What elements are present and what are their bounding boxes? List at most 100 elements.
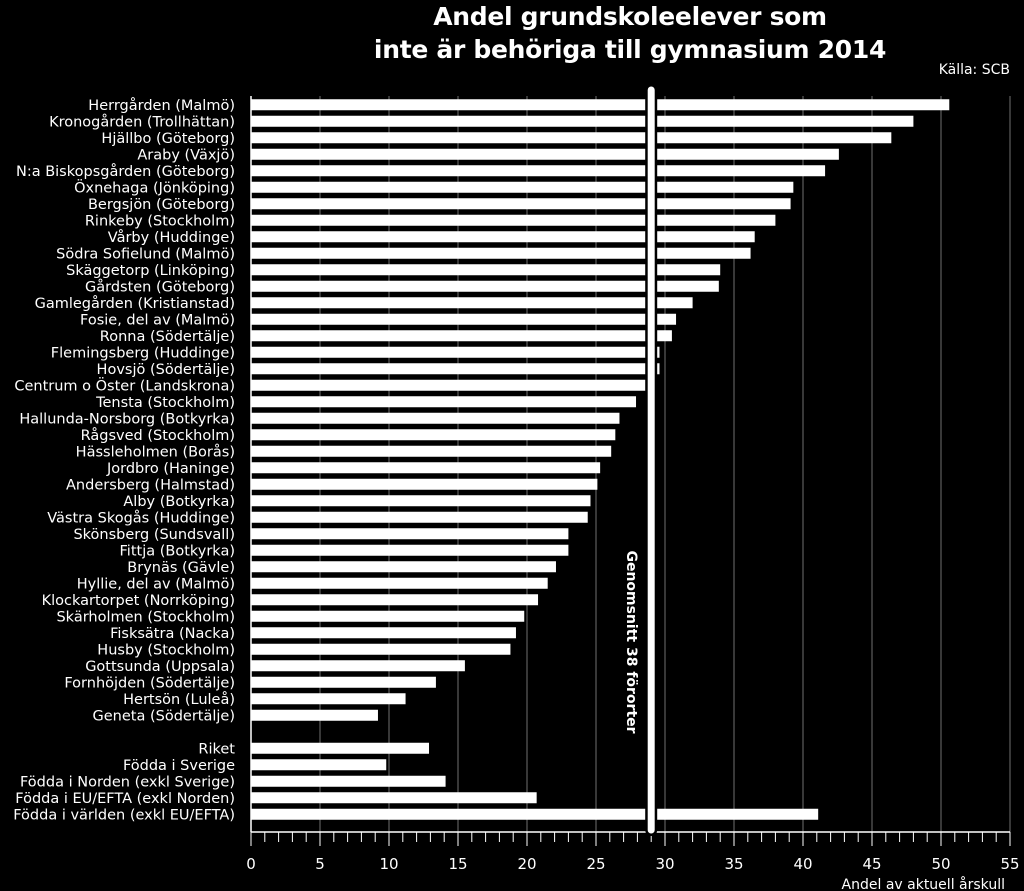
category-label-31: Skärholmen (Stockholm)	[56, 609, 235, 625]
category-labels: Herrgården (Malmö)Kronogården (Trollhätt…	[13, 97, 235, 824]
bar-23	[251, 478, 598, 490]
bar-24	[251, 495, 591, 507]
bar-3	[251, 148, 839, 160]
bar-18	[251, 396, 637, 408]
category-label-8: Vårby (Huddinge)	[108, 229, 235, 246]
x-axis: 0 5 10 15 20 25 30 35 40 45 50 55	[246, 96, 1020, 873]
category-label-7: Rinkeby (Stockholm)	[85, 213, 235, 229]
category-label-33: Husby (Stockholm)	[97, 642, 235, 658]
category-label-13: Fosie, del av (Malmö)	[80, 312, 235, 328]
bar-14	[251, 330, 672, 342]
category-label-42: Födda i EU/EFTA (exkl Norden)	[15, 791, 235, 807]
category-label-43: Födda i världen (exkl EU/EFTA)	[13, 807, 235, 823]
bar-34	[251, 660, 465, 672]
bar-16	[251, 363, 660, 375]
category-label-27: Fittja (Botkyrka)	[120, 543, 235, 559]
bar-0	[251, 99, 950, 111]
bar-33	[251, 643, 511, 655]
category-label-15: Flemingsberg (Huddinge)	[51, 345, 235, 361]
bar-12	[251, 297, 693, 309]
bar-22	[251, 462, 601, 474]
bar-37	[251, 709, 378, 721]
bar-21	[251, 445, 612, 457]
category-label-21: Hässleholmen (Borås)	[76, 443, 235, 460]
bar-6	[251, 198, 791, 210]
category-label-36: Hertsön (Luleå)	[123, 691, 235, 708]
chart-title: Andel grundskoleelever som inte är behör…	[250, 0, 1010, 66]
x-axis-label: Andel av aktuell årskull	[842, 876, 1005, 891]
x-tick-label-25: 25	[586, 855, 605, 873]
category-label-29: Hyllie, del av (Malmö)	[77, 576, 235, 592]
reference-line-group: Genomsnitt 38 förorter	[623, 84, 658, 836]
category-label-16: Hovsjö (Södertälje)	[97, 362, 235, 378]
category-label-10: Skäggetorp (Linköping)	[66, 263, 235, 279]
source-note: Källa: SCB	[938, 62, 1010, 78]
bar-26	[251, 528, 569, 540]
category-label-6: Bergsjön (Göteborg)	[88, 197, 235, 213]
category-label-40: Födda i Sverige	[123, 758, 235, 774]
bar-43	[251, 808, 819, 820]
category-label-37: Geneta (Södertälje)	[93, 708, 235, 724]
bar-1	[251, 115, 914, 127]
bar-36	[251, 693, 406, 705]
x-tick-label-40: 40	[793, 855, 812, 873]
bar-7	[251, 214, 776, 226]
x-tick-label-0: 0	[246, 855, 256, 873]
bar-40	[251, 759, 387, 771]
bar-30	[251, 594, 539, 606]
bar-42	[251, 792, 537, 804]
x-tick-label-55: 55	[1000, 855, 1019, 873]
category-label-32: Fisksätra (Nacka)	[110, 626, 235, 642]
x-tick-label-50: 50	[931, 855, 950, 873]
bar-27	[251, 544, 569, 556]
category-label-35: Fornhöjden (Södertälje)	[64, 675, 235, 691]
category-label-34: Gottsunda (Uppsala)	[85, 659, 235, 675]
category-label-30: Klockartorpet (Norrköping)	[42, 593, 235, 609]
bar-32	[251, 627, 516, 639]
bar-20	[251, 429, 616, 441]
bar-13	[251, 313, 677, 325]
bar-28	[251, 561, 556, 573]
category-label-12: Gamlegården (Kristianstad)	[35, 295, 235, 312]
bar-11	[251, 280, 719, 292]
category-label-19: Hallunda-Norsborg (Botkyrka)	[19, 411, 235, 427]
bar-17	[251, 379, 656, 391]
category-label-20: Rågsved (Stockholm)	[81, 427, 235, 444]
bar-35	[251, 676, 436, 688]
category-label-14: Ronna (Södertälje)	[100, 329, 235, 345]
category-label-1: Kronogården (Trollhättan)	[49, 113, 235, 130]
bar-29	[251, 577, 548, 589]
chart-title-line-1: Andel grundskoleelever som	[433, 2, 827, 31]
bar-39	[251, 742, 430, 754]
bar-8	[251, 231, 755, 243]
bar-2	[251, 132, 892, 144]
category-label-5: Öxnehaga (Jönköping)	[74, 178, 235, 196]
chart-title-line-2: inte är behöriga till gymnasium 2014	[373, 35, 887, 64]
x-tick-label-30: 30	[655, 855, 674, 873]
x-tick-label-45: 45	[862, 855, 881, 873]
category-label-22: Jordbro (Haninge)	[106, 461, 235, 477]
bar-31	[251, 610, 525, 622]
category-label-17: Centrum o Öster (Landskrona)	[14, 376, 235, 394]
bar-19	[251, 412, 620, 424]
bar-15	[251, 346, 660, 358]
x-tick-label-15: 15	[448, 855, 467, 873]
bar-5	[251, 181, 794, 193]
x-tick-label-20: 20	[517, 855, 536, 873]
category-label-25: Västra Skogås (Huddinge)	[47, 509, 235, 526]
category-label-0: Herrgården (Malmö)	[88, 97, 235, 114]
bars	[251, 99, 950, 820]
x-tick-label-35: 35	[724, 855, 743, 873]
category-label-23: Andersberg (Halmstad)	[66, 477, 235, 493]
reference-line-label: Genomsnitt 38 förorter	[623, 550, 639, 733]
bar-9	[251, 247, 751, 259]
category-label-26: Skönsberg (Sundsvall)	[73, 527, 235, 543]
category-label-24: Alby (Botkyrka)	[123, 494, 235, 510]
category-label-3: Araby (Växjö)	[137, 147, 235, 163]
category-label-18: Tensta (Stockholm)	[95, 395, 235, 411]
category-label-11: Gårdsten (Göteborg)	[85, 278, 235, 295]
x-tick-label-10: 10	[379, 855, 398, 873]
category-label-9: Södra Sofielund (Malmö)	[56, 246, 235, 262]
category-label-4: N:a Biskopsgården (Göteborg)	[16, 163, 235, 180]
